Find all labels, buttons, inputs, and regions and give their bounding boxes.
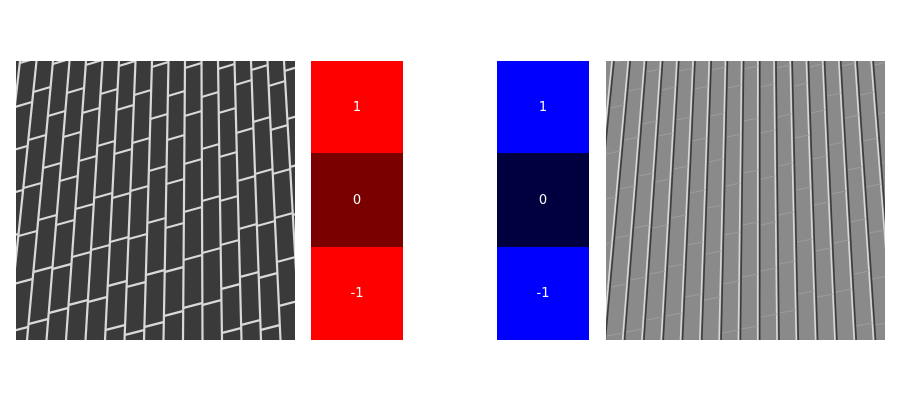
red-kernel-value-middle: 0	[352, 192, 362, 208]
red-kernel: 1 0 -1	[311, 61, 403, 340]
filtered-brick-wall-image	[606, 61, 885, 340]
blue-kernel: 1 0 -1	[497, 61, 589, 340]
blue-kernel-cell-bottom: -1	[497, 247, 589, 340]
red-kernel-value-top: 1	[352, 99, 362, 115]
blue-kernel-value-top: 1	[538, 99, 548, 115]
red-kernel-value-bottom: -1	[350, 286, 364, 301]
red-kernel-cell-middle: 0	[311, 153, 403, 247]
brick-wall-grayscale-icon	[16, 61, 295, 340]
blue-kernel-value-middle: 0	[538, 192, 548, 208]
brick-wall-edge-filtered-icon	[606, 61, 885, 340]
blue-kernel-cell-top: 1	[497, 61, 589, 153]
blue-kernel-cell-middle: 0	[497, 153, 589, 247]
red-kernel-cell-top: 1	[311, 61, 403, 153]
red-kernel-cell-bottom: -1	[311, 247, 403, 340]
blue-kernel-value-bottom: -1	[536, 286, 550, 301]
brick-wall-image	[16, 61, 295, 340]
